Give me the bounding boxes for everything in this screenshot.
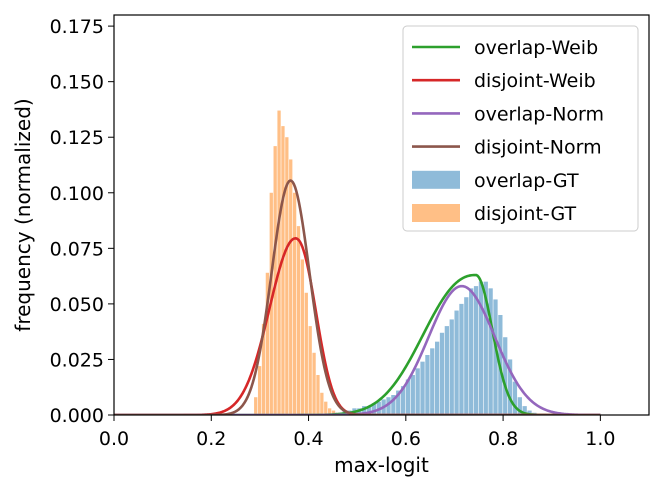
disjoint-Norm-legend-label: disjoint-Norm [474,137,602,159]
disjoint-GT-legend-swatch [412,204,460,222]
x-tick-label: 0.0 [99,428,129,450]
overlap-GT-bar [415,368,420,415]
overlap-GT-bar [449,319,454,415]
disjoint-GT-bar [285,137,289,415]
disjoint-GT-bar [254,397,258,415]
disjoint-GT-bar [308,326,312,415]
overlap-GT-legend-swatch [412,170,460,189]
overlap-GT-bar [527,410,532,415]
overlap-GT-bar [400,386,406,415]
overlap-GT-bar [473,286,479,415]
x-tick-label: 0.2 [196,428,226,450]
overlap-GT-bar [459,303,464,415]
overlap-Weib-legend-label: overlap-Weib [474,37,598,59]
disjoint-GT-bar [312,352,316,415]
overlap-GT-bar [439,332,445,415]
disjoint-GT-bar [277,110,281,415]
overlap-GT-bar [371,403,377,415]
overlap-GT-bar [420,361,425,415]
x-axis-ticks: 0.0 0.2 0.4 0.6 0.8 1.0 [99,415,615,450]
disjoint-GT-bar [324,401,328,415]
overlap-GT-bar [483,281,488,415]
y-tick-label: 0.125 [50,127,104,149]
disjoint-GT-legend-label: disjoint-GT [474,203,577,225]
overlap-Weib-line [114,273,601,415]
overlap-Norm-legend-label: overlap-Norm [474,103,604,125]
disjoint-GT-bar [281,126,285,415]
overlap-GT-bar [503,337,508,415]
overlap-GT-bar [522,406,527,415]
y-tick-label: 0.000 [50,405,104,427]
overlap-GT-bar [478,281,484,415]
plot-frame [113,14,650,416]
disjoint-GT-bar [292,192,297,415]
disjoint-GT-bar [265,272,270,415]
overlap-GT-bar [517,397,522,415]
disjoint-GT-bar [328,408,332,415]
disjoint-GT-bar [320,392,324,415]
y-axis-label: frequency (normalized) [11,98,35,331]
overlap-GT-bar [469,288,474,415]
y-tick-label: 0.175 [50,16,104,38]
overlap-GT-bar [454,310,459,415]
overlap-GT-bar [464,297,469,415]
disjoint-GT-bar [331,410,336,415]
overlap-GT-bar [435,341,440,415]
y-tick-label: 0.100 [50,183,104,205]
overlap-GT-bar [410,375,415,415]
disjoint-GT-bar [296,226,301,415]
y-tick-label: 0.050 [50,294,104,316]
legend-frame [402,25,639,232]
disjoint-GT-bar [257,366,262,415]
overlap-GT-bar [512,381,518,415]
overlap-GT-bar [430,348,435,415]
y-tick-label: 0.075 [50,238,104,260]
overlap-GT-legend-label: overlap-GT [474,170,579,192]
overlap-GT-bar [444,326,449,415]
disjoint-GT-bar [261,323,266,415]
overlap-GT-bar [366,406,372,415]
disjoint-Weib-legend-label: disjoint-Weib [474,70,596,92]
x-tick-label: 0.6 [391,428,421,450]
disjoint-GT-bar [300,259,305,415]
overlap-GT-bar [386,397,391,415]
x-tick-label: 0.8 [488,428,518,450]
x-tick-label: 0.4 [293,428,323,450]
y-tick-label: 0.150 [50,72,104,94]
overlap-GT-bar [488,288,493,415]
legend: overlap-Weib disjoint-Weib overlap-Norm dis… [402,25,639,232]
overlap-GT-bar [396,390,401,415]
disjoint-GT-bar [316,375,320,415]
disjoint-GT-bar [304,292,308,415]
overlap-GT-bar [362,406,367,415]
disjoint-GT-bar [289,159,293,415]
y-axis-ticks: 0.000 0.025 0.050 0.075 0.100 0.125 0.150 0.175 [50,16,114,427]
overlap-GT-bar [493,299,498,415]
x-tick-label: 1.0 [585,428,615,450]
overlap-GT-bar [425,355,430,415]
overlap-GT-bar [391,395,396,415]
overlap-GT-bar [405,379,411,415]
x-axis-label: max-logit [334,453,429,477]
overlap-GT-bar [507,359,513,415]
y-tick-label: 0.025 [50,349,104,371]
